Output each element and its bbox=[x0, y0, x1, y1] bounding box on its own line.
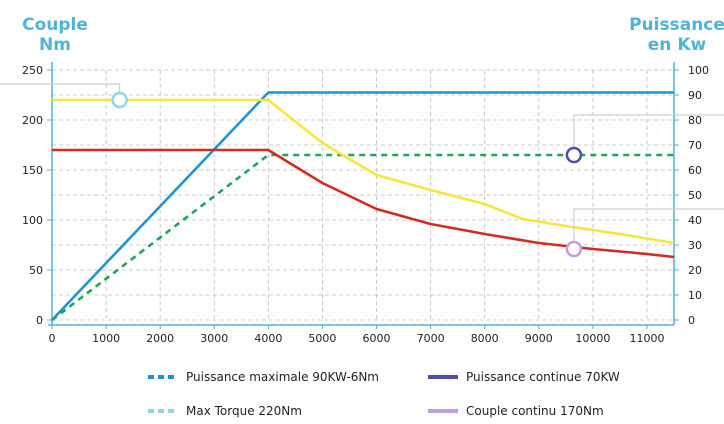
puissance-max-curve bbox=[51, 91, 674, 321]
markers bbox=[0, 83, 724, 258]
left-tick-label: 200 bbox=[22, 114, 43, 127]
puissance-continue-curve bbox=[51, 153, 674, 322]
legend-item: Max Torque 220Nm bbox=[148, 404, 302, 418]
left-tick-label: 0 bbox=[36, 314, 43, 327]
right-axis-title-line2: en Kw bbox=[648, 35, 707, 55]
right-tick-label: 20 bbox=[688, 264, 702, 277]
series-lines bbox=[51, 91, 675, 322]
legend-label: Couple continu 170Nm bbox=[466, 404, 604, 418]
x-tick-label: 0 bbox=[49, 332, 56, 345]
puissance-continue-marker-group bbox=[565, 114, 724, 164]
x-tick-label: 4000 bbox=[254, 332, 282, 345]
marker-leader-line bbox=[0, 83, 121, 92]
legend-item: Couple continu 170Nm bbox=[428, 404, 604, 418]
x-tick-label: 1000 bbox=[92, 332, 120, 345]
max-torque-marker-group bbox=[0, 83, 128, 109]
right-tick-label: 80 bbox=[688, 114, 702, 127]
left-axis-title-line2: Nm bbox=[39, 35, 71, 55]
puissance-continue-marker bbox=[565, 146, 583, 164]
couple-continu-marker bbox=[565, 240, 583, 258]
x-tick-label: 8000 bbox=[471, 332, 499, 345]
x-tick-label: 5000 bbox=[308, 332, 336, 345]
legend-label: Puissance maximale 90KW-6Nm bbox=[186, 370, 379, 384]
legend-item: Puissance maximale 90KW-6Nm bbox=[148, 370, 379, 384]
right-tick-label: 10 bbox=[688, 289, 702, 302]
marker-leader-line bbox=[573, 114, 724, 147]
x-tick-label: 3000 bbox=[200, 332, 228, 345]
right-tick-label: 40 bbox=[688, 214, 702, 227]
left-tick-label: 100 bbox=[22, 214, 43, 227]
x-tick-label: 7000 bbox=[417, 332, 445, 345]
right-tick-label: 60 bbox=[688, 164, 702, 177]
right-tick-label: 100 bbox=[688, 64, 709, 77]
left-tick-label: 150 bbox=[22, 164, 43, 177]
x-tick-label: 10000 bbox=[575, 332, 610, 345]
legend-label: Max Torque 220Nm bbox=[186, 404, 302, 418]
left-tick-label: 50 bbox=[29, 264, 43, 277]
x-tick-label: 11000 bbox=[629, 332, 664, 345]
right-tick-label: 90 bbox=[688, 89, 702, 102]
max-torque-curve bbox=[52, 98, 675, 245]
x-tick-label: 9000 bbox=[525, 332, 553, 345]
legend-label: Puissance continue 70KW bbox=[466, 370, 620, 384]
max-torque-marker bbox=[111, 91, 128, 109]
legend-item: Puissance continue 70KW bbox=[428, 370, 620, 384]
right-axis-title-line1: Puissance bbox=[629, 15, 724, 35]
right-tick-label: 50 bbox=[688, 189, 702, 202]
x-tick-label: 2000 bbox=[146, 332, 174, 345]
x-tick-label: 6000 bbox=[363, 332, 391, 345]
right-tick-label: 30 bbox=[688, 239, 702, 252]
left-axis-title-line1: Couple bbox=[22, 15, 88, 35]
legend: Puissance maximale 90KW-6Nm Puissance con… bbox=[148, 370, 620, 418]
left-tick-label: 250 bbox=[22, 64, 43, 77]
couple-continu-curve bbox=[52, 148, 675, 259]
right-tick-label: 0 bbox=[688, 314, 695, 327]
grid-lines bbox=[52, 69, 674, 321]
marker-leader-line bbox=[573, 208, 724, 241]
right-tick-label: 70 bbox=[688, 139, 702, 152]
couple-continu-marker-group bbox=[565, 208, 724, 258]
